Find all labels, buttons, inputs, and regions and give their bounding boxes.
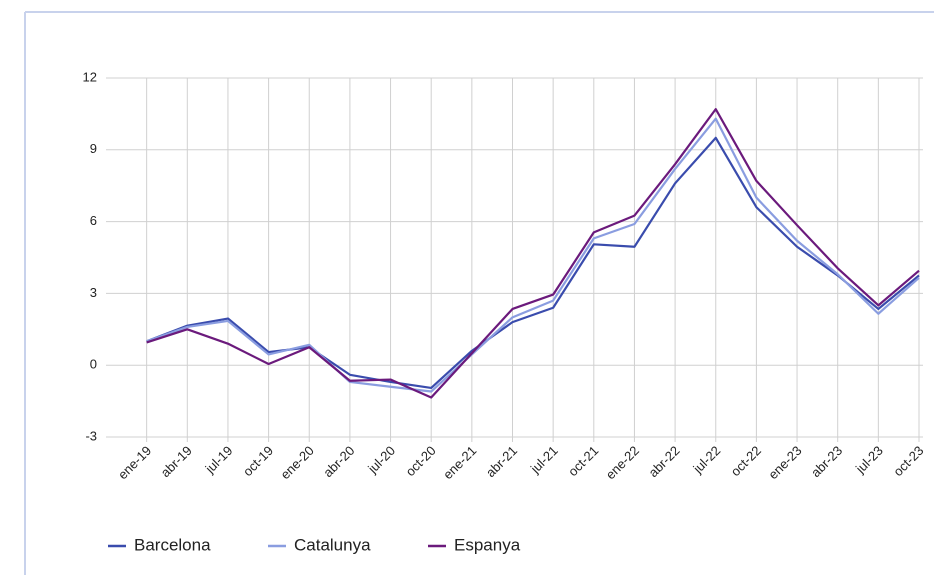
series-line xyxy=(146,117,920,393)
x-tick-label: jul-23 xyxy=(852,443,886,477)
y-tick-label: 0 xyxy=(90,357,97,372)
x-tick-label: oct-21 xyxy=(565,443,601,479)
x-tick-label: ene-23 xyxy=(765,443,804,482)
series-line xyxy=(146,136,920,390)
x-tick-label: oct-23 xyxy=(890,443,926,479)
y-tick-label: 9 xyxy=(90,141,97,156)
x-tick-label: oct-20 xyxy=(403,443,439,479)
series-line xyxy=(146,108,920,399)
x-tick-label: oct-19 xyxy=(240,443,276,479)
x-tick-label: jul-22 xyxy=(690,443,724,477)
x-tick-label: abr-23 xyxy=(808,443,845,480)
x-tick-label: ene-22 xyxy=(603,443,642,482)
x-tick-label: abr-19 xyxy=(158,443,195,480)
legend-label: Barcelona xyxy=(134,535,211,554)
x-tick-label: abr-22 xyxy=(645,443,682,480)
y-tick-label: 6 xyxy=(90,213,97,228)
y-tick-label: 3 xyxy=(90,285,97,300)
x-tick-label: abr-20 xyxy=(320,443,357,480)
y-tick-label: 12 xyxy=(83,69,97,84)
x-tick-label: jul-19 xyxy=(202,443,236,477)
x-tick-label: ene-21 xyxy=(440,443,479,482)
legend-label: Espanya xyxy=(454,535,521,554)
x-tick-label: oct-22 xyxy=(728,443,764,479)
x-tick-label: abr-21 xyxy=(483,443,520,480)
x-tick-label: jul-21 xyxy=(527,443,561,477)
x-tick-label: jul-20 xyxy=(364,443,398,477)
x-tick-label: ene-19 xyxy=(115,443,154,482)
x-tick-label: ene-20 xyxy=(278,443,317,482)
legend-label: Catalunya xyxy=(294,535,371,554)
y-tick-label: -3 xyxy=(85,428,97,443)
